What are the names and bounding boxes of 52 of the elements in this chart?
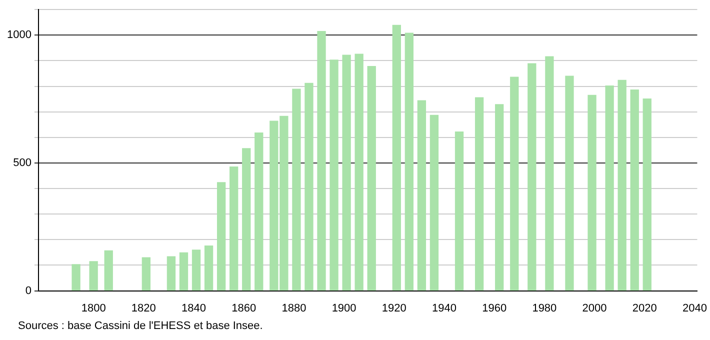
bar — [354, 54, 364, 291]
bar — [545, 56, 554, 291]
source-note: Sources : base Cassini de l'EHESS et base Insee. — [18, 320, 263, 332]
bar — [588, 94, 596, 291]
bar — [404, 32, 414, 291]
bar — [605, 85, 614, 291]
bar — [392, 24, 401, 291]
bar — [254, 132, 264, 291]
bar — [565, 76, 574, 291]
bar — [317, 31, 326, 291]
x-tick-label: 1900 — [332, 302, 356, 314]
bar — [230, 166, 238, 291]
x-tick-label: 1980 — [532, 302, 557, 314]
y-tick-label: 0 — [25, 284, 32, 297]
bar — [642, 98, 652, 291]
bar — [367, 66, 376, 291]
bar — [330, 60, 338, 291]
x-tick-label: 1820 — [131, 302, 156, 314]
bar — [192, 250, 201, 291]
bar — [417, 100, 426, 291]
bar — [630, 90, 639, 291]
x-tick-label: 1860 — [232, 302, 256, 314]
bar — [166, 256, 176, 291]
bar — [304, 82, 314, 291]
x-tick-label: 2000 — [582, 302, 607, 314]
bar — [292, 88, 301, 291]
bar — [216, 182, 226, 291]
x-tick-label: 1840 — [182, 302, 206, 314]
bar — [242, 148, 251, 291]
x-tick-label: 1800 — [81, 302, 106, 314]
y-tick-label: 500 — [13, 157, 32, 170]
x-tick-label: 1960 — [482, 302, 507, 314]
x-tick-label: 2020 — [632, 302, 657, 314]
bar — [342, 54, 351, 291]
bar — [104, 250, 113, 291]
bar — [528, 63, 536, 291]
bar — [72, 264, 80, 291]
x-tick-label: 1880 — [282, 302, 306, 314]
x-tick-label: 1920 — [382, 302, 406, 314]
bar — [510, 76, 519, 291]
bar — [495, 104, 504, 291]
bar — [204, 245, 214, 291]
x-tick-label: 2040 — [682, 302, 707, 314]
bar — [474, 97, 484, 291]
bar — [454, 131, 464, 291]
bar — [618, 80, 626, 291]
bar — [89, 261, 98, 291]
bar — [179, 252, 188, 291]
x-tick-label: 1940 — [432, 302, 456, 314]
y-tick-label: 1000 — [6, 29, 32, 42]
bar — [142, 257, 151, 291]
bar — [430, 114, 439, 291]
